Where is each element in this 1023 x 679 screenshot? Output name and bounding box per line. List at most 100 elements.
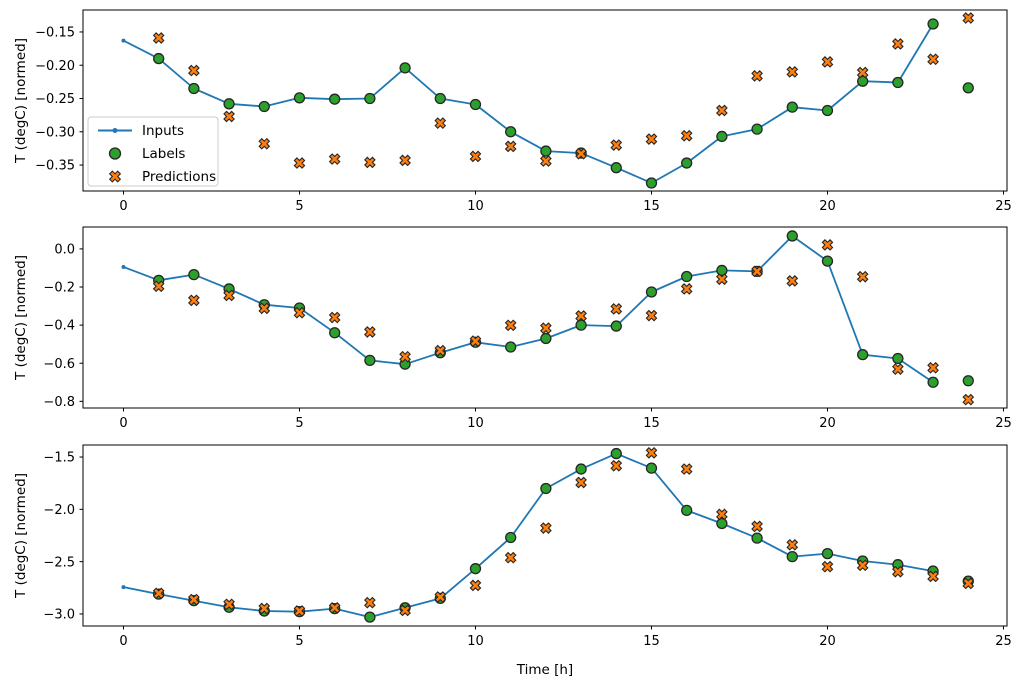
label-marker [681, 504, 693, 517]
prediction-marker [434, 117, 447, 129]
x-tick-label: 5 [295, 199, 303, 214]
x-marker-shape [328, 311, 341, 324]
x-marker-shape [610, 459, 623, 472]
prediction-marker [786, 66, 799, 78]
prediction-marker [751, 520, 763, 533]
x-marker-shape [856, 270, 869, 283]
x-tick-label: 0 [119, 199, 127, 214]
x-marker-shape [328, 153, 341, 165]
x-tick-label: 15 [643, 199, 660, 214]
x-marker-shape [540, 155, 552, 167]
x-tick-label: 10 [467, 199, 484, 214]
label-marker [645, 177, 658, 189]
label-marker [857, 349, 869, 361]
label-marker [329, 93, 341, 105]
x-tick-label: 20 [819, 199, 836, 214]
prediction-marker [152, 280, 165, 293]
prediction-marker [188, 294, 200, 307]
prediction-marker [962, 393, 975, 406]
x-marker-shape [258, 302, 271, 315]
labels-series [153, 18, 974, 189]
prediction-marker [504, 551, 517, 564]
prediction-marker [293, 605, 306, 617]
prediction-marker [892, 38, 904, 50]
legend: Inputs Labels Predictions [87, 116, 219, 187]
prediction-marker [540, 322, 552, 335]
x-marker-shape [364, 326, 376, 338]
prediction-marker [680, 129, 693, 142]
legend-item-predictions: Predictions [108, 169, 216, 185]
x-marker-shape [856, 559, 869, 572]
y-axis-label: T (degC) [normed] [13, 38, 29, 164]
label-marker [575, 319, 587, 331]
x-marker-shape [540, 322, 552, 335]
prediction-marker [469, 335, 482, 347]
prediction-marker [856, 66, 869, 79]
legend-item-label: Labels [142, 146, 185, 162]
label-marker [751, 532, 763, 544]
prediction-marker [328, 311, 341, 324]
x-marker-shape [223, 598, 235, 611]
predictions-series [152, 12, 975, 169]
label-marker [540, 482, 552, 495]
prediction-marker [645, 446, 658, 459]
x-marker-shape [293, 605, 306, 617]
label-marker [505, 341, 517, 353]
prediction-marker [927, 53, 939, 66]
inputs-line [123, 452, 934, 618]
prediction-marker [399, 604, 411, 617]
prediction-marker [610, 459, 623, 472]
label-marker [962, 375, 974, 387]
x-marker-shape [927, 570, 939, 583]
x-marker-shape [716, 104, 728, 117]
prediction-marker [399, 350, 411, 363]
x-marker-shape [821, 560, 834, 573]
label-marker [223, 98, 235, 110]
predictions-series [152, 446, 975, 617]
x-marker-shape [504, 551, 517, 564]
label-marker [469, 563, 482, 575]
label-marker [434, 92, 446, 105]
label-marker [786, 230, 798, 242]
label-marker [364, 92, 376, 105]
x-marker-shape [751, 520, 763, 533]
y-tick-label: −2.0 [43, 503, 75, 518]
predictions-series [152, 239, 975, 406]
legend-item-label: Inputs [142, 123, 184, 139]
x-marker-shape [469, 150, 482, 163]
x-marker-shape [927, 53, 939, 66]
label-marker [892, 352, 904, 365]
prediction-marker [223, 598, 235, 611]
subplot-middle: 0 5 10 15 20 25 0.0 −0.2 −0.4 −0.6 −0.8 T (degC) [n… [13, 226, 1012, 431]
label-marker [610, 320, 622, 332]
subplot-bottom: 0 5 10 15 20 25 −1.5 −2.0 −2.5 −3.0 T (degC) [norm… [13, 444, 1012, 678]
y-tick-label: −0.20 [35, 59, 75, 74]
prediction-marker [962, 12, 975, 24]
x-marker-shape [751, 265, 763, 278]
y-axis-label: T (degC) [normed] [13, 255, 29, 381]
legend-dot-sample [112, 128, 118, 133]
prediction-marker [293, 157, 306, 169]
prediction-marker [152, 32, 165, 44]
x-marker-shape [751, 70, 763, 82]
legend-box [87, 116, 219, 187]
input-point-marker [121, 585, 126, 590]
inputs-line [123, 23, 934, 184]
x-marker-shape [258, 602, 271, 615]
label-marker [540, 145, 552, 157]
legend-item-label: Predictions [142, 169, 216, 185]
x-axis-label: Time [h] [516, 662, 573, 678]
prediction-marker [610, 139, 623, 151]
prediction-marker [399, 154, 411, 167]
prediction-marker [364, 156, 376, 169]
y-tick-label: −0.6 [43, 357, 75, 372]
prediction-marker [258, 137, 271, 150]
x-marker-shape [504, 140, 517, 153]
x-marker-shape [364, 156, 376, 169]
subplot-top: 0 5 10 15 20 25 −0.15 −0.20 −0.25 −0.30 −0.35 T (de… [13, 9, 1012, 214]
x-tick-label: 20 [819, 634, 836, 649]
label-marker [293, 92, 306, 104]
x-marker-shape [152, 587, 165, 600]
label-marker [716, 517, 728, 530]
